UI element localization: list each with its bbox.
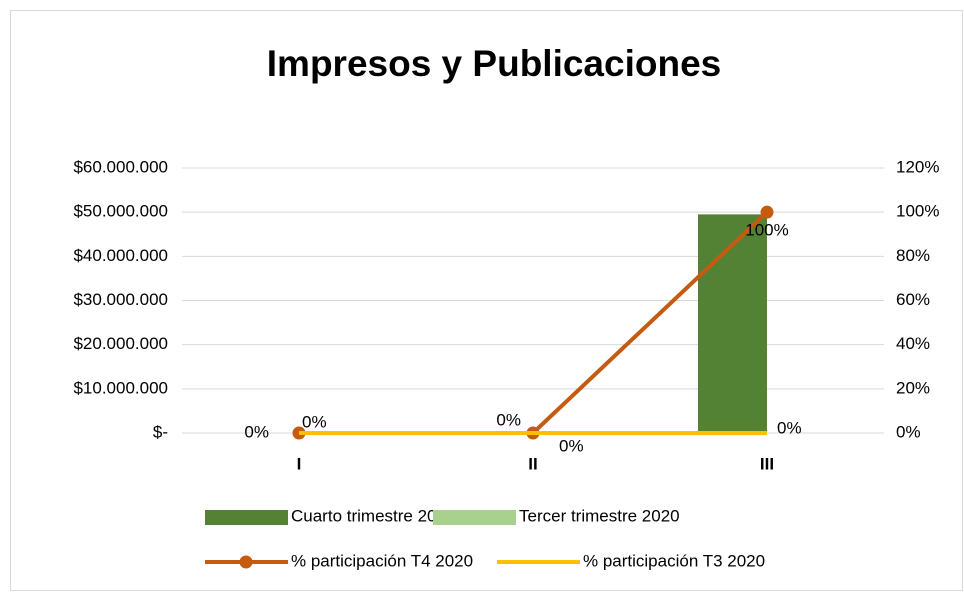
x-tick-label: III [760, 454, 774, 473]
line-marker [760, 205, 774, 219]
legend-marker [239, 555, 253, 569]
y-tick-label: $30.000.000 [73, 290, 168, 309]
legend-swatch [205, 510, 288, 525]
y2-tick-label: 100% [896, 202, 939, 221]
legend-label: Cuarto trimestre 2020 [291, 506, 455, 525]
y2-tick-label: 20% [896, 378, 930, 397]
data-label: 0% [244, 422, 269, 441]
data-label: 0% [302, 412, 327, 431]
x-tick-label: II [528, 454, 537, 473]
y-tick-label: $10.000.000 [73, 378, 168, 397]
y-tick-label: $60.000.000 [73, 157, 168, 176]
x-tick-label: I [297, 454, 302, 473]
chart-title: Impresos y Publicaciones [267, 43, 721, 84]
legend-label: % participación T4 2020 [291, 551, 473, 570]
y-tick-label: $20.000.000 [73, 334, 168, 353]
y2-tick-label: 80% [896, 246, 930, 265]
data-label: 100% [745, 221, 788, 240]
bar [698, 214, 767, 433]
y-tick-label: $- [153, 422, 168, 441]
data-label: 0% [496, 410, 521, 429]
y-tick-label: $40.000.000 [73, 246, 168, 265]
legend-label: % participación T3 2020 [583, 551, 765, 570]
y2-tick-label: 40% [896, 334, 930, 353]
y-tick-label: $50.000.000 [73, 202, 168, 221]
legend-swatch [433, 510, 516, 525]
y2-tick-label: 60% [896, 290, 930, 309]
data-label: 0% [777, 418, 802, 437]
data-label: 0% [559, 436, 584, 455]
y2-tick-label: 120% [896, 157, 939, 176]
legend-label: Tercer trimestre 2020 [519, 506, 680, 525]
y2-tick-label: 0% [896, 422, 921, 441]
